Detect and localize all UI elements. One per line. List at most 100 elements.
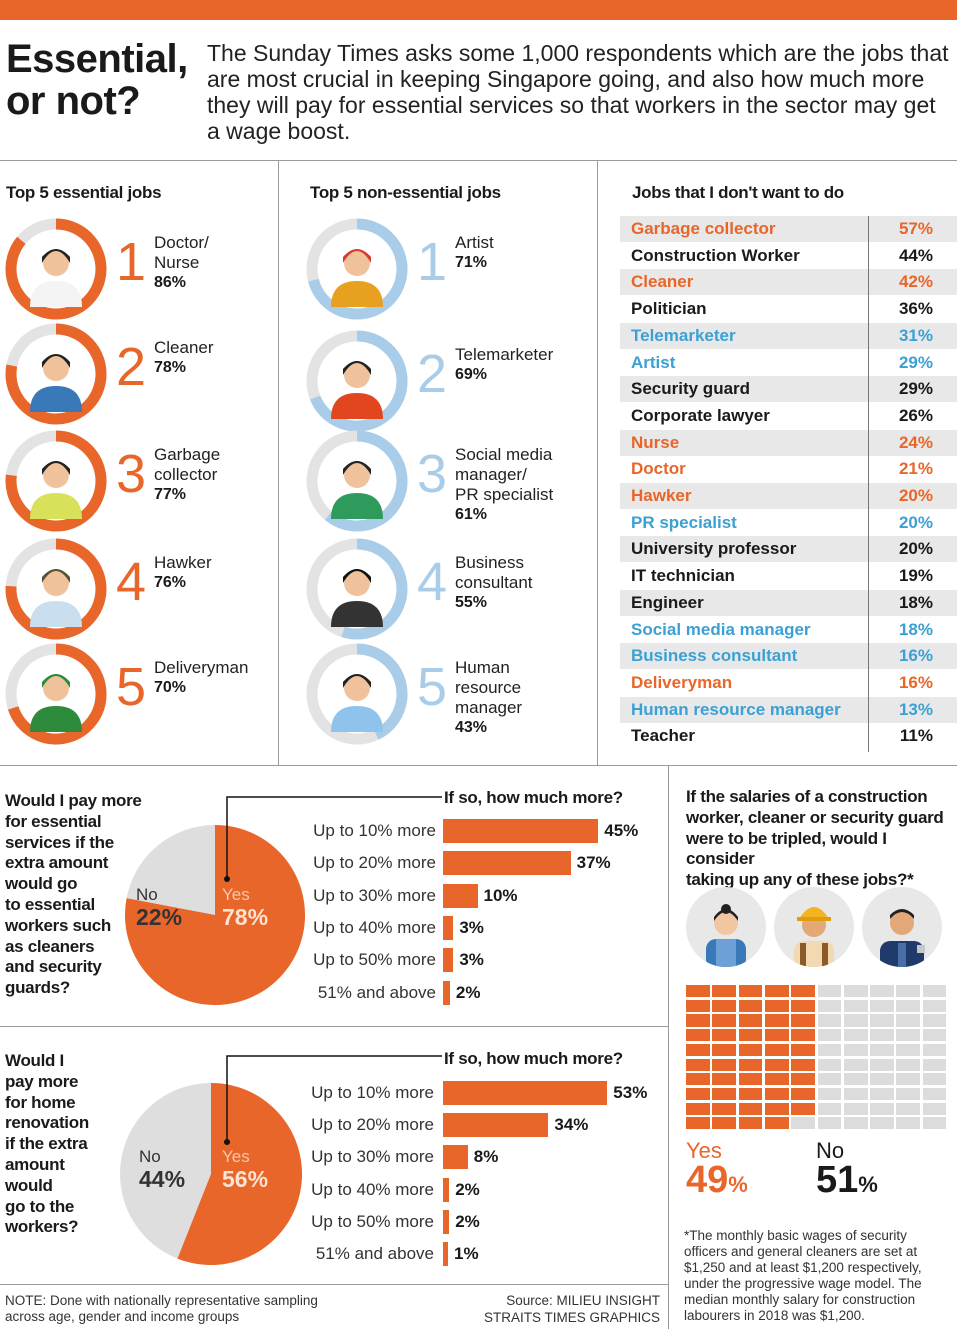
q3-no-cell [843, 1117, 868, 1130]
q1-bar-label-2: Up to 20% more [313, 853, 436, 873]
dontwant-row: Human resource manager 13% [620, 696, 957, 723]
dontwant-label: Security guard [631, 379, 751, 399]
q3-yes-cell [686, 1087, 710, 1101]
dontwant-label: Deliveryman [631, 672, 733, 692]
nonessential-rank-5: 5 [417, 657, 448, 717]
q3-yes-cell [738, 1043, 763, 1056]
q1-question-line: Would I pay more [5, 791, 142, 810]
essential-rank-2: 2 [116, 337, 147, 397]
dontwant-row: Deliveryman 16% [620, 670, 957, 696]
q1-yes-label: Yes [222, 885, 250, 904]
q2-question-line: pay more [5, 1071, 79, 1091]
q2-bar-6 [443, 1242, 448, 1266]
person-icon [319, 551, 395, 627]
q1-question-line: workers such [5, 915, 112, 935]
q1-pointer-line [224, 796, 442, 882]
q2-pie [120, 1083, 302, 1265]
q3-yes-cell [764, 1102, 789, 1115]
essential-pct-4: 76% [154, 574, 187, 591]
dontwant-label: Teacher [631, 726, 695, 746]
nonessential-ring-1 [306, 218, 408, 320]
q3-yes-cell [686, 1043, 710, 1056]
q3-yes-cell [791, 1043, 815, 1056]
q3-no-cell [817, 985, 842, 998]
nonessential-ring-3-arc [324, 430, 408, 532]
essential-rank-5: 5 [116, 657, 147, 717]
q3-no-cell [922, 1014, 947, 1027]
q3-yes-cell [764, 999, 789, 1012]
q2-question-line: would [5, 1175, 53, 1195]
q1-bar-6 [443, 980, 450, 1005]
q3-no-cell [870, 1043, 894, 1056]
dontwant-row: Teacher 11% [620, 723, 957, 749]
dontwant-pct: 24% [898, 432, 933, 452]
q2-question-line: go to the [5, 1196, 75, 1216]
dontwant-label: Construction Worker [631, 245, 800, 265]
dontwant-label: Hawker [631, 486, 692, 505]
q3-no-cell [896, 1073, 921, 1086]
q3-footnote: *The monthly basic wages of security off… [684, 1228, 922, 1323]
footer-divider [0, 1284, 668, 1285]
q3-no-cell [843, 1029, 868, 1042]
footer-source: Source: MILIEU INSIGHT [506, 1293, 660, 1308]
q3-yes-cell [738, 1073, 763, 1086]
q3-no-label: No [816, 1138, 845, 1163]
person-icon [18, 336, 94, 412]
dontwant-pct: 29% [898, 352, 933, 372]
dontwant-pct: 44% [898, 245, 933, 265]
q3-no-cell [843, 1102, 868, 1115]
q1-bar-value-1: 45% [604, 821, 639, 840]
q3-no-cell [843, 985, 868, 998]
nonessential-rank-4: 4 [417, 552, 448, 612]
q2-bar-5 [443, 1209, 450, 1234]
dontwant-row: IT technician 19% [620, 563, 957, 589]
q3-no-cell [870, 1087, 894, 1101]
nonessential-rank-2: 2 [417, 344, 448, 404]
nonessential-ring-4-arc [341, 538, 408, 640]
q2-bar-value-6: 1% [454, 1244, 479, 1263]
nonessential-pct-1: 71% [455, 254, 488, 271]
title-line-1: Essential, [6, 37, 188, 81]
q3-question-line: were to be tripled, would I consider [686, 828, 887, 869]
q3-no-cell [896, 1117, 921, 1130]
person-icon [319, 443, 395, 519]
dontwant-row: University professor 20% [620, 536, 957, 563]
q1-bars-heading: If so, how much more? [444, 788, 623, 807]
q3-no-cell [922, 999, 947, 1012]
nonessential-rank-1: 1 [417, 232, 448, 292]
essential-pct-5: 70% [154, 679, 187, 696]
q3-yes-cell [791, 999, 815, 1012]
q2-yes-label: Yes [222, 1147, 250, 1166]
q3-question-line: If the salaries of a construction [686, 787, 928, 806]
essential-name-4: Hawker [154, 553, 212, 572]
dontwant-label: PR specialist [631, 512, 737, 532]
essential-rank-3: 3 [116, 444, 147, 504]
q1-question-line: guards? [5, 978, 70, 998]
q3-yes-cell [686, 999, 710, 1012]
dontwant-row: Social media manager 18% [620, 617, 957, 643]
nonessential-ring-3 [306, 430, 408, 532]
q3-yes-cell [791, 1073, 815, 1086]
q3-question: If the salaries of a construction worker,… [686, 787, 957, 891]
dontwant-row: Politician 36% [620, 296, 957, 322]
essential-ring-4-arc [5, 538, 107, 640]
q2-bar-value-5: 2% [455, 1211, 480, 1231]
q3-yes-cell [791, 1014, 815, 1027]
q3-yes-cell [712, 1073, 737, 1086]
nonessential-ring-1-arc [308, 218, 408, 320]
q3-yes-cell [764, 1043, 789, 1056]
dontwant-pct: 57% [898, 219, 933, 238]
nonessential-ring-2 [306, 330, 408, 432]
q3-no-cell [843, 999, 868, 1012]
q3-no-cell [843, 1043, 868, 1056]
q3-yes-cell [686, 1102, 710, 1115]
q3-yes-cell [686, 1117, 710, 1130]
q3-yes-cell [686, 1058, 710, 1071]
q3-no-cell [922, 1102, 947, 1115]
dontwant-pct: 26% [898, 405, 933, 425]
q2-no-label: No [139, 1147, 161, 1166]
q1-bar-value-3: 10% [483, 885, 518, 905]
q3-no-cell [870, 1029, 894, 1042]
column-divider-1 [278, 160, 279, 765]
